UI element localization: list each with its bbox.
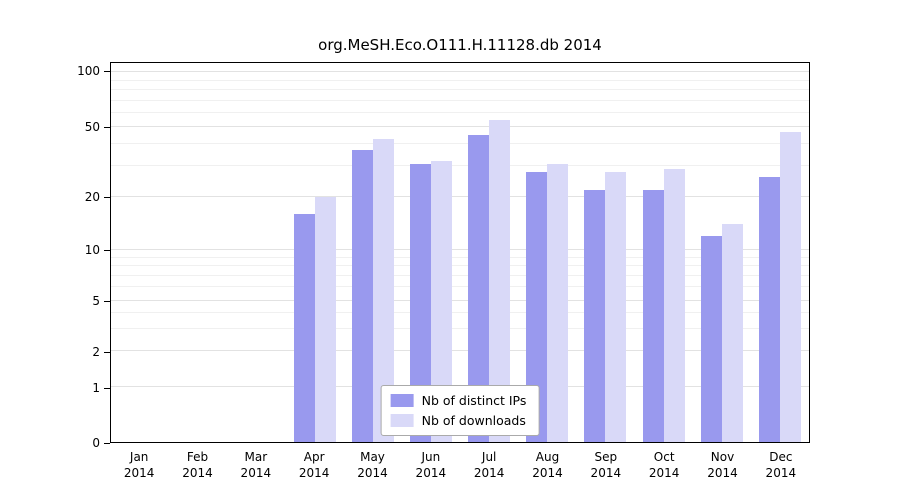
bar-group-nov xyxy=(693,63,751,442)
y-tick-mark xyxy=(104,196,110,198)
y-tick-mark xyxy=(104,387,110,389)
plot-area: Nb of distinct IPs Nb of downloads xyxy=(110,62,810,443)
bar-jul-downloads xyxy=(489,119,511,442)
bar-jul-distinct-ips xyxy=(468,135,490,442)
bar-group-may xyxy=(344,63,402,442)
bar-sep-downloads xyxy=(605,171,627,442)
gridline-minor xyxy=(111,165,809,167)
bar-dec-downloads xyxy=(779,132,801,442)
gridline-minor xyxy=(111,286,809,288)
y-tick-mark xyxy=(104,71,110,73)
bar-group-feb xyxy=(169,63,227,442)
gridline-major xyxy=(111,126,809,128)
bar-apr-distinct-ips xyxy=(293,214,315,442)
bar-sep-distinct-ips xyxy=(584,189,606,442)
gridline-minor xyxy=(111,327,809,329)
legend-label-downloads: Nb of downloads xyxy=(421,413,526,428)
y-tick-mark xyxy=(104,351,110,353)
gridline-minor xyxy=(111,99,809,101)
x-tick-label-aug: Aug 2014 xyxy=(532,450,563,480)
x-tick-label-nov: Nov 2014 xyxy=(707,450,738,480)
gridline-minor xyxy=(111,79,809,81)
bar-aug-distinct-ips xyxy=(526,171,548,442)
x-tick-label-jan: Jan 2014 xyxy=(123,450,155,480)
gridline-major xyxy=(111,71,809,73)
gridline-minor xyxy=(111,311,809,313)
gridline-minor xyxy=(111,88,809,90)
bar-nov-downloads xyxy=(721,224,743,442)
legend-swatch-distinct-ips xyxy=(390,394,414,407)
y-tick-mark xyxy=(104,300,110,302)
bar-group-apr xyxy=(286,63,344,442)
x-tick-label-oct: Oct 2014 xyxy=(648,450,680,480)
y-tick-label-1: 1 xyxy=(92,380,100,395)
y-tick-label-5: 5 xyxy=(92,293,100,308)
y-tick-mark xyxy=(104,443,110,444)
chart-title: org.MeSH.Eco.O111.H.11128.db 2014 xyxy=(318,36,602,54)
legend: Nb of distinct IPs Nb of downloads xyxy=(380,385,540,436)
y-tick-mark xyxy=(104,249,110,251)
bar-dec-distinct-ips xyxy=(758,177,780,442)
bar-nov-distinct-ips xyxy=(700,236,722,442)
bars-container xyxy=(111,63,809,442)
x-tick-label-feb: Feb 2014 xyxy=(182,450,213,480)
gridline-minor xyxy=(111,256,809,258)
legend-entry-downloads: Nb of downloads xyxy=(390,413,527,428)
y-tick-label-2: 2 xyxy=(92,344,100,359)
y-tick-mark xyxy=(104,126,110,128)
bar-oct-downloads xyxy=(663,168,685,442)
gridline-minor xyxy=(111,111,809,113)
bar-may-distinct-ips xyxy=(351,150,373,442)
gridline-major xyxy=(111,248,809,250)
bar-aug-downloads xyxy=(547,163,569,442)
legend-entry-distinct-ips: Nb of distinct IPs xyxy=(390,393,527,408)
x-tick-label-mar: Mar 2014 xyxy=(240,450,272,480)
bar-group-jan xyxy=(111,63,169,442)
gridline-major xyxy=(111,299,809,301)
y-tick-label-50: 50 xyxy=(84,119,100,134)
y-tick-label-10: 10 xyxy=(84,242,100,257)
y-tick-label-0: 0 xyxy=(92,436,100,450)
x-tick-label-jul: Jul 2014 xyxy=(473,450,505,480)
x-tick-label-sep: Sep 2014 xyxy=(590,450,622,480)
bar-jun-distinct-ips xyxy=(409,163,431,442)
bar-may-downloads xyxy=(372,138,394,442)
bar-group-jul xyxy=(460,63,518,442)
gridline-major xyxy=(111,196,809,198)
x-tick-label-dec: Dec 2014 xyxy=(765,450,797,480)
y-tick-label-20: 20 xyxy=(84,189,100,204)
x-tick-label-apr: Apr 2014 xyxy=(298,450,330,480)
bar-group-aug xyxy=(518,63,576,442)
x-tick-label-jun: Jun 2014 xyxy=(415,450,447,480)
x-tick-label-may: May 2014 xyxy=(357,450,388,480)
gridline-minor xyxy=(111,265,809,267)
bar-group-oct xyxy=(635,63,693,442)
legend-label-distinct-ips: Nb of distinct IPs xyxy=(421,393,527,408)
gridline-minor xyxy=(111,143,809,145)
bar-group-sep xyxy=(576,63,634,442)
bar-group-dec xyxy=(751,63,809,442)
bar-jun-downloads xyxy=(430,161,452,442)
gridline-major xyxy=(111,350,809,352)
gridline-minor xyxy=(111,274,809,276)
bar-group-jun xyxy=(402,63,460,442)
legend-swatch-downloads xyxy=(390,414,414,427)
bar-oct-distinct-ips xyxy=(642,189,664,442)
y-tick-label-100: 100 xyxy=(77,64,100,79)
bar-group-mar xyxy=(227,63,285,442)
bar-apr-downloads xyxy=(314,197,336,442)
